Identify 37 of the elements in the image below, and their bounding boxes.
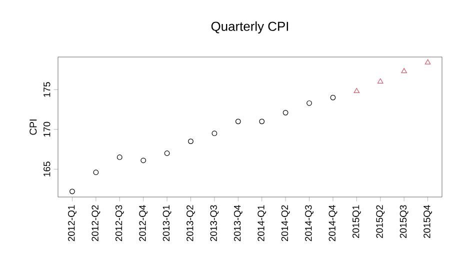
point (377, 78, 384, 84)
chart-title: Quarterly CPI (211, 21, 288, 34)
point (259, 118, 265, 124)
y-tick-label: 170 (44, 122, 50, 137)
x-tick-label: 2015Q4 (424, 205, 432, 238)
x-tick-label: 2014-Q1 (258, 205, 266, 242)
point (188, 138, 194, 144)
x-tick-label: 2014-Q3 (305, 205, 314, 242)
x-tick-label: 2014-Q4 (328, 205, 338, 242)
point (354, 88, 360, 93)
x-tick-label: 2013-Q2 (186, 205, 195, 242)
point (164, 150, 170, 156)
y-tick-label: 175 (44, 82, 50, 97)
x-tick-label: 2012-Q2 (92, 205, 100, 242)
point (306, 100, 312, 106)
y-axis-title: CPI (30, 120, 37, 135)
point (140, 158, 146, 164)
x-tick-label: 2012-Q3 (115, 205, 124, 242)
point (424, 59, 431, 64)
point (235, 118, 241, 124)
point (212, 130, 218, 136)
x-tick-label: 2015Q3 (400, 205, 408, 238)
x-tick-label: 2012-Q4 (139, 205, 148, 242)
x-tick-label: 2013-Q1 (162, 205, 172, 242)
point (116, 154, 122, 160)
x-tick-label: 2015Q2 (376, 205, 385, 238)
x-tick-label: 2014-Q2 (281, 205, 290, 242)
x-tick-label: 2013-Q3 (210, 205, 219, 242)
point (93, 170, 99, 176)
point (70, 188, 75, 194)
point (282, 110, 288, 116)
x-tick-label: 2012-Q1 (68, 205, 76, 242)
x-tick-label: 2013-Q4 (234, 205, 242, 242)
point (401, 68, 407, 74)
y-tick-label: 165 (44, 162, 50, 176)
point (330, 94, 336, 100)
x-tick-label: 2015Q1 (352, 205, 361, 238)
